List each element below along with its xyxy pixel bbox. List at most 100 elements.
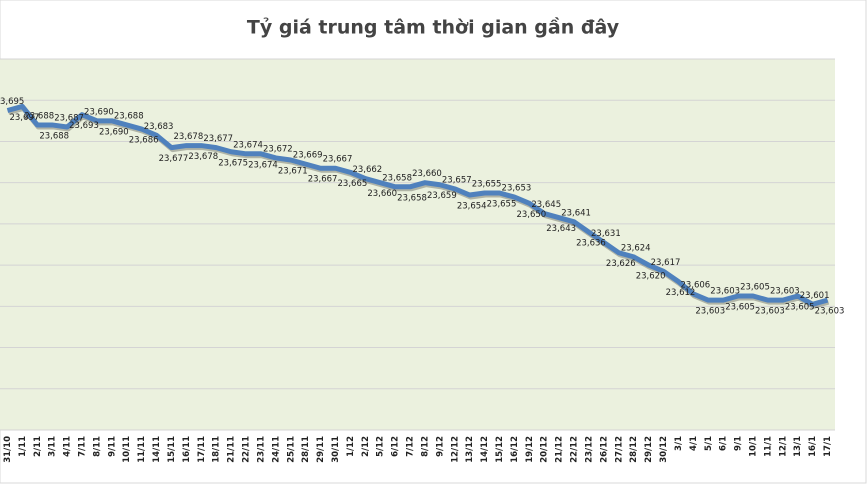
x-tick-label: 1/12 xyxy=(346,436,356,457)
x-tick-label: 10/11 xyxy=(122,436,132,463)
x-tick-label: 11/11 xyxy=(137,436,147,463)
data-label: 23,667 xyxy=(323,155,353,165)
data-label: 23,677 xyxy=(159,154,189,164)
data-label: 23,695 xyxy=(0,97,24,107)
x-tick-label: 8/12 xyxy=(420,436,430,457)
data-label: 23,669 xyxy=(293,151,323,161)
x-tick-label: 16/12 xyxy=(510,436,520,463)
data-label: 23,678 xyxy=(188,152,218,162)
x-tick-label: 29/12 xyxy=(644,436,654,463)
data-label: 23,658 xyxy=(382,173,412,183)
x-tick-label: 14/11 xyxy=(152,436,162,463)
x-tick-label: 23/12 xyxy=(584,436,594,463)
x-tick-label: 2/11 xyxy=(33,436,43,457)
data-label: 23,690 xyxy=(99,127,129,137)
data-label: 23,603 xyxy=(695,307,725,317)
data-label: 23,603 xyxy=(815,307,845,317)
x-tick-label: 21/11 xyxy=(227,436,237,463)
data-label: 23,671 xyxy=(278,166,308,176)
x-tick-label: 9/1 xyxy=(734,436,744,451)
x-tick-label: 22/12 xyxy=(570,436,580,463)
x-tick-label: 3/11 xyxy=(48,436,58,457)
x-tick-label: 16/11 xyxy=(182,436,192,463)
x-tick-label: 28/12 xyxy=(629,436,639,463)
data-label: 23,687 xyxy=(54,114,84,124)
x-tick-label: 9/11 xyxy=(107,436,117,457)
data-label: 23,631 xyxy=(591,229,621,239)
data-label: 23,657 xyxy=(442,175,472,185)
data-label: 23,603 xyxy=(770,287,800,297)
data-label: 23,654 xyxy=(457,202,487,212)
data-label: 23,660 xyxy=(367,189,397,199)
x-tick-label: 15/11 xyxy=(167,436,177,463)
x-tick-label: 26/12 xyxy=(599,436,609,463)
data-label: 23,688 xyxy=(24,111,54,121)
x-tick-label: 5/12 xyxy=(376,436,386,457)
x-tick-label: 4/1 xyxy=(689,436,699,451)
data-label: 23,688 xyxy=(39,131,69,141)
data-label: 23,605 xyxy=(785,303,815,313)
x-tick-label: 13/12 xyxy=(465,436,475,463)
data-label: 23,674 xyxy=(233,140,263,150)
x-tick-label: 21/12 xyxy=(555,436,565,463)
data-label: 23,675 xyxy=(218,158,248,168)
data-label: 23,690 xyxy=(84,107,114,117)
x-tick-label: 24/11 xyxy=(271,436,281,463)
x-tick-label: 30/11 xyxy=(331,436,341,463)
chart-title: Tỷ giá trung tâm thời gian gần đây xyxy=(247,16,620,39)
data-label: 23,662 xyxy=(352,165,382,175)
x-tick-label: 13/1 xyxy=(793,436,803,457)
data-label: 23,677 xyxy=(203,134,233,144)
x-tick-label: 10/1 xyxy=(748,436,758,457)
x-tick-label: 17/11 xyxy=(197,436,207,463)
data-label: 23,612 xyxy=(666,288,696,298)
data-label: 23,697 xyxy=(9,113,39,123)
data-label: 23,660 xyxy=(412,169,442,179)
x-tick-label: 11/1 xyxy=(763,436,773,457)
plot-area xyxy=(0,59,835,430)
data-label: 23,665 xyxy=(338,179,368,189)
data-label: 23,672 xyxy=(263,144,293,154)
data-label: 23,650 xyxy=(516,210,546,220)
data-label: 23,683 xyxy=(144,122,174,132)
data-label: 23,624 xyxy=(621,243,651,253)
x-tick-label: 14/12 xyxy=(480,436,490,463)
data-label: 23,667 xyxy=(308,175,338,185)
x-tick-label: 7/12 xyxy=(406,436,416,457)
x-tick-label: 7/11 xyxy=(78,436,88,457)
x-tick-label: 19/12 xyxy=(525,436,535,463)
x-tick-label: 27/12 xyxy=(614,436,624,463)
x-tick-label: 5/1 xyxy=(704,436,714,451)
x-tick-label: 4/11 xyxy=(63,436,73,457)
x-tick-label: 29/11 xyxy=(316,436,326,463)
data-label: 23,620 xyxy=(636,272,666,282)
data-label: 23,603 xyxy=(710,287,740,297)
data-label: 23,658 xyxy=(397,193,427,203)
data-label: 23,686 xyxy=(129,136,159,146)
data-label: 23,605 xyxy=(740,283,770,293)
x-tick-label: 22/11 xyxy=(242,436,252,463)
data-label: 23,605 xyxy=(725,303,755,313)
x-tick-label: 1/11 xyxy=(18,436,28,457)
x-tick-label: 12/1 xyxy=(778,436,788,457)
x-tick-label: 3/1 xyxy=(674,436,684,451)
x-tick-label: 28/11 xyxy=(301,436,311,463)
x-tick-label: 18/11 xyxy=(212,436,222,463)
x-tick-label: 20/12 xyxy=(540,436,550,463)
data-label: 23,601 xyxy=(800,291,830,301)
x-tick-label: 25/11 xyxy=(286,436,296,463)
data-label: 23,693 xyxy=(69,121,99,131)
data-label: 23,603 xyxy=(755,307,785,317)
data-label: 23,641 xyxy=(561,208,591,218)
x-tick-label: 9/12 xyxy=(435,436,445,457)
data-label: 23,674 xyxy=(248,160,278,170)
x-tick-label: 15/12 xyxy=(495,436,505,463)
data-label: 23,636 xyxy=(576,239,606,249)
line xyxy=(6,103,829,307)
data-label: 23,655 xyxy=(472,179,502,189)
data-label: 23,643 xyxy=(546,224,576,234)
data-label: 23,653 xyxy=(502,184,532,194)
x-tick-label: 6/1 xyxy=(719,436,729,451)
data-label: 23,617 xyxy=(651,258,681,268)
